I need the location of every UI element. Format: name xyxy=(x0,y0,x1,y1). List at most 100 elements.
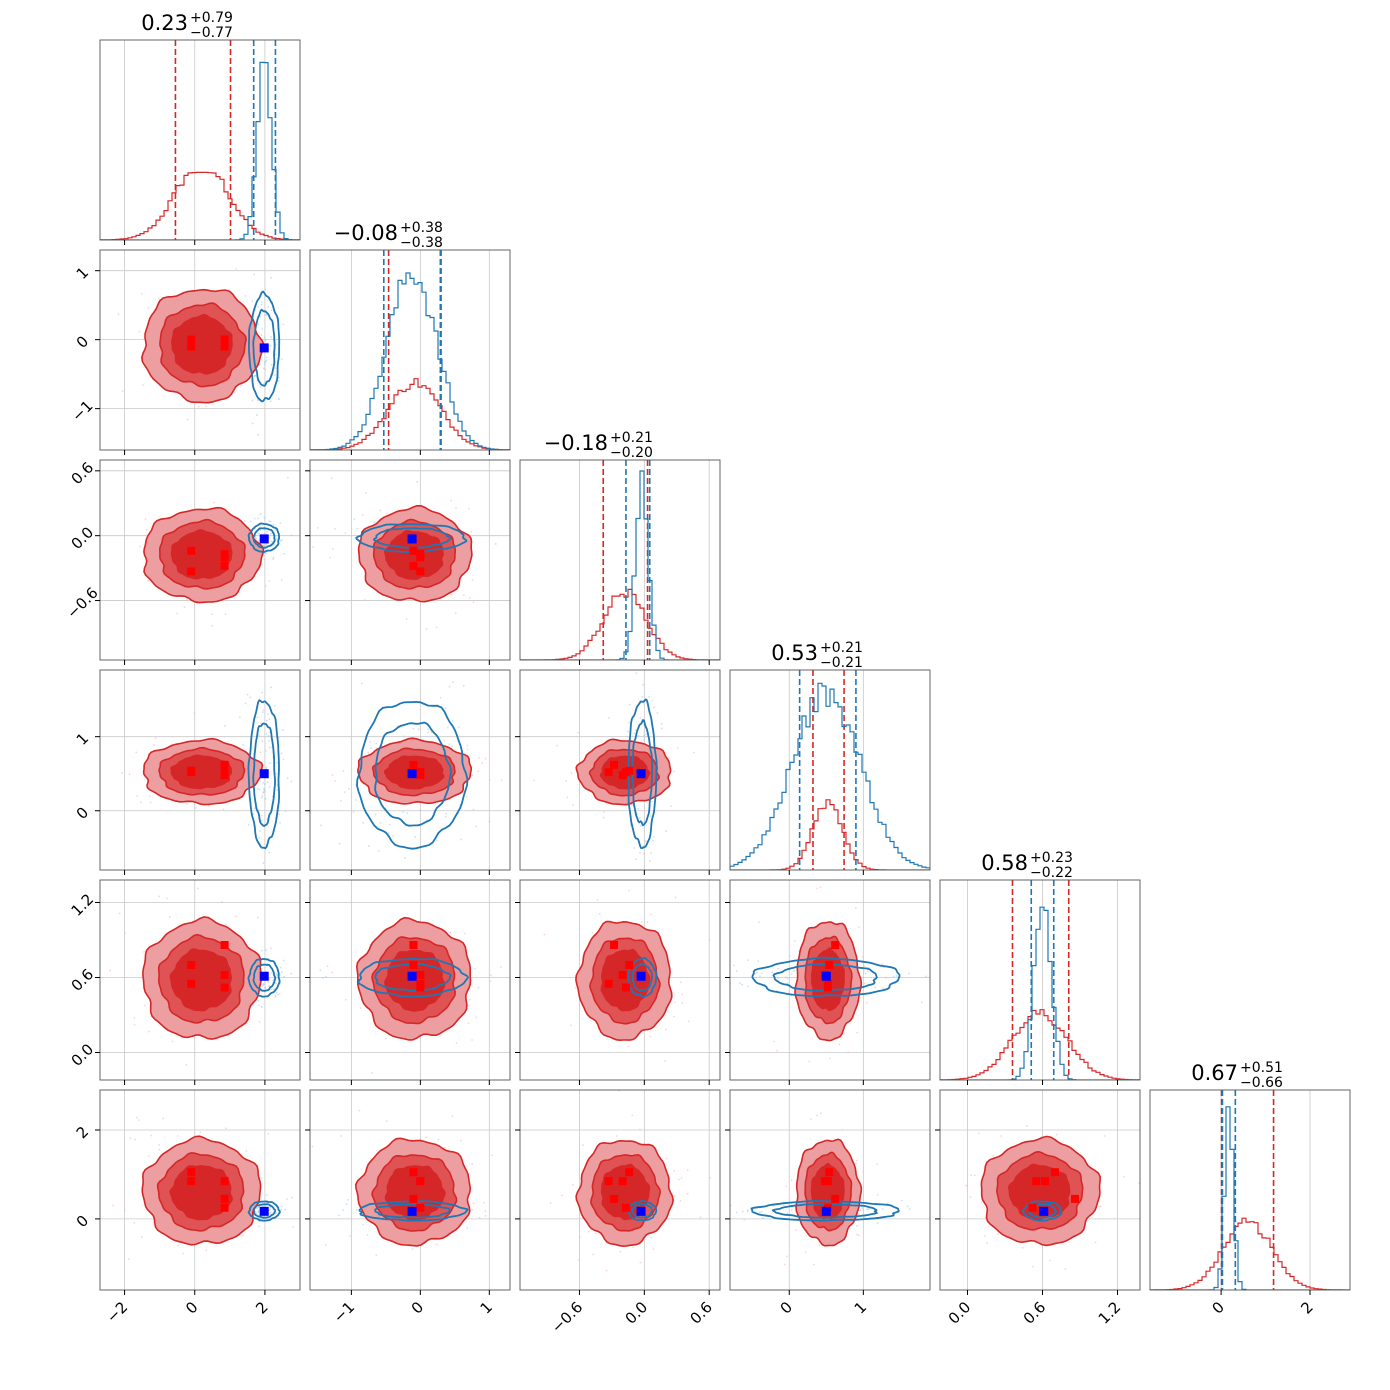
panel-1-1: −0.08 +0.38−0.38 xyxy=(309,220,511,455)
scatter-point-blue xyxy=(265,719,268,722)
scatter-point-red xyxy=(491,1154,494,1157)
scatter-point-blue xyxy=(377,850,380,852)
scatter-point-red xyxy=(183,606,186,609)
scatter-point-red xyxy=(699,1216,702,1219)
scatter-point-blue xyxy=(263,363,266,366)
marker-red xyxy=(416,1177,425,1186)
panel-4-0: 0.00.61.2 xyxy=(68,879,301,1085)
scatter-point-red xyxy=(863,965,866,967)
scatter-point-red xyxy=(463,932,466,935)
scatter-point-blue xyxy=(270,988,273,991)
contour-blue-inner xyxy=(772,963,878,992)
scatter-point-red xyxy=(384,1037,387,1040)
scatter-point-blue xyxy=(876,1222,879,1224)
scatter-point-red xyxy=(443,1146,446,1149)
scatter-point-red xyxy=(352,811,355,813)
scatter-point-blue xyxy=(272,523,275,526)
scatter-point-blue xyxy=(257,433,259,436)
scatter-point-blue xyxy=(275,982,278,985)
scatter-point-red xyxy=(344,532,347,534)
scatter-point-blue xyxy=(265,733,268,735)
scatter-point-red xyxy=(992,1154,995,1157)
scatter-point-blue xyxy=(283,975,285,978)
scatter-point-blue xyxy=(392,834,395,837)
scatter-point-blue xyxy=(261,984,264,987)
scatter-point-red xyxy=(168,916,171,918)
scatter-point-blue xyxy=(637,807,640,810)
marker-red xyxy=(621,983,630,992)
scatter-point-red xyxy=(650,1236,653,1239)
scatter-point-red xyxy=(369,741,372,743)
scatter-point-red xyxy=(148,795,151,797)
contour-blue-outer xyxy=(750,1199,900,1222)
scatter-point-blue xyxy=(747,959,749,962)
scatter-point-blue xyxy=(861,955,864,958)
scatter-point-red xyxy=(481,762,484,764)
scatter-point-red xyxy=(788,955,791,957)
marker-red xyxy=(409,1194,418,1203)
scatter-point-red xyxy=(876,1163,878,1166)
panel-plot-area xyxy=(520,670,720,870)
scatter-point-red xyxy=(986,1242,988,1245)
scatter-point-red xyxy=(499,966,502,968)
contour-blue-inner xyxy=(252,308,276,387)
marker-red xyxy=(409,961,418,969)
scatter-point-red xyxy=(997,1233,999,1236)
marker-red xyxy=(820,1177,829,1186)
panel-title: 0.23 +0.79−0.77 xyxy=(141,10,233,41)
scatter-point-red xyxy=(980,1201,983,1204)
panel-frame xyxy=(99,39,301,241)
scatter-point-blue xyxy=(326,965,329,968)
scatter-point-red xyxy=(340,1135,343,1137)
scatter-point-red xyxy=(816,1114,819,1117)
scatter-point-red xyxy=(603,810,606,813)
scatter-point-blue xyxy=(262,781,265,784)
scatter-point-blue xyxy=(264,986,267,989)
marker-red xyxy=(610,760,619,769)
panel-frame xyxy=(99,249,301,451)
marker-red xyxy=(187,567,196,576)
contour-blue-outer xyxy=(357,957,470,998)
panel-5-2: −0.6 0.0 0.6 xyxy=(515,1089,721,1337)
contour-blue-outer xyxy=(751,956,901,998)
scatter-point-red xyxy=(686,1169,689,1172)
scatter-point-blue xyxy=(282,959,285,962)
scatter-point-blue xyxy=(258,734,261,737)
scatter-point-blue xyxy=(651,800,654,803)
scatter-point-blue xyxy=(270,363,273,366)
scatter-point-blue xyxy=(258,837,260,839)
scatter-point-blue xyxy=(892,975,895,978)
scatter-point-red xyxy=(158,1144,161,1146)
contour-blue-outer xyxy=(247,958,281,998)
scatter-point-blue xyxy=(419,809,422,812)
scatter-point-blue xyxy=(242,743,244,746)
scatter-point-red xyxy=(673,770,676,773)
scatter-point-red xyxy=(1021,1246,1024,1249)
scatter-point-red xyxy=(194,807,197,809)
scatter-point-blue xyxy=(238,716,241,719)
scatter-point-red xyxy=(471,1163,474,1166)
scatter-point-red xyxy=(140,1236,143,1239)
scatter-point-blue xyxy=(374,813,377,816)
scatter-point-blue xyxy=(660,723,663,725)
scatter-point-blue xyxy=(338,1214,340,1217)
scatter-point-blue xyxy=(275,761,278,764)
scatter-point-red xyxy=(1055,1133,1058,1136)
title-plus: +0.38 xyxy=(400,220,443,236)
scatter-point-red xyxy=(375,1254,378,1257)
scatter-point-red xyxy=(973,1174,976,1177)
histogram-series-1 xyxy=(1150,1106,1350,1290)
scatter-point-red xyxy=(858,926,860,928)
scatter-point-blue xyxy=(906,1205,909,1208)
contour-blue-outer xyxy=(247,522,280,553)
scatter-point-red xyxy=(186,418,189,421)
scatter-point-red xyxy=(838,1043,841,1046)
scatter-point-blue xyxy=(268,786,271,788)
scatter-point-blue xyxy=(637,734,640,737)
panel-frame xyxy=(729,669,931,871)
marker-red xyxy=(409,1168,418,1177)
scatter-point-blue xyxy=(756,971,759,974)
scatter-point-blue xyxy=(786,977,789,980)
marker-red xyxy=(409,546,418,555)
scatter-point-blue xyxy=(258,1225,261,1228)
